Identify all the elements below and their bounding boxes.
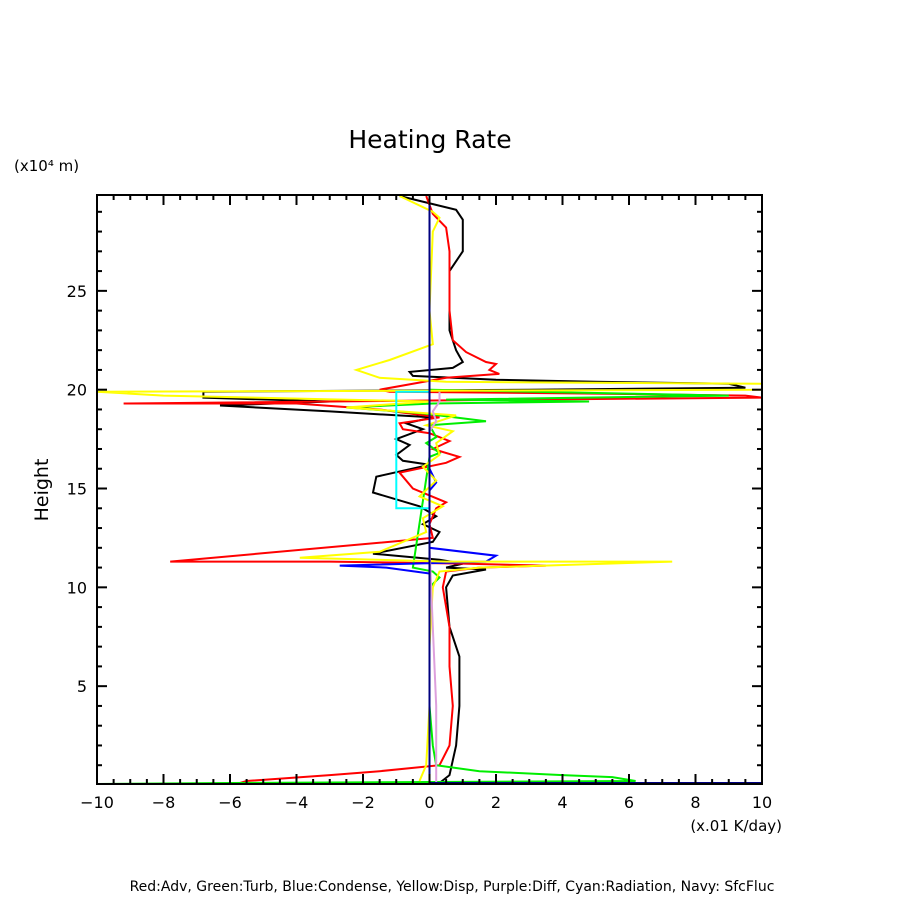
x-tick-label: −2 — [351, 793, 375, 812]
x-tick-label: 10 — [752, 793, 772, 812]
x-tick-label: 0 — [424, 793, 434, 812]
x-tick-label: 4 — [557, 793, 567, 812]
y-tick-label: 10 — [67, 578, 87, 597]
axes-layer: −10 −8 −6 −4 −2 0 2 4 6 8 10 5 10 15 20 25 — [67, 194, 772, 812]
series-line-adv — [123, 195, 762, 784]
x-tick-label: −8 — [152, 793, 176, 812]
y-tick-label: 15 — [67, 480, 87, 499]
series-line-total — [202, 195, 746, 784]
x-tick-label: −4 — [285, 793, 309, 812]
x-tick-label: 6 — [624, 793, 634, 812]
x-tick-label: −10 — [80, 793, 114, 812]
x-axis-label: (x.01 K/day) — [690, 817, 782, 835]
x-tick-label: −6 — [218, 793, 242, 812]
y-tick-label: 5 — [77, 677, 87, 696]
series-line-disp — [97, 195, 762, 782]
y-unit-label: (x10⁴ m) — [14, 157, 79, 175]
legend-caption: Red:Adv, Green:Turb, Blue:Condense, Yell… — [130, 879, 775, 895]
series-line-sfcfluc — [428, 195, 762, 784]
chart-title: Heating Rate — [348, 125, 511, 154]
x-tick-label: 2 — [491, 793, 501, 812]
series-line-turb — [97, 388, 729, 784]
series-layer — [97, 195, 762, 784]
series-line-condense — [339, 429, 500, 783]
y-axis-label: Height — [31, 459, 53, 522]
y-tick-label: 25 — [67, 282, 87, 301]
series-line-radiation — [395, 390, 430, 510]
y-tick-label: 20 — [67, 381, 87, 400]
x-tick-label: 8 — [690, 793, 700, 812]
